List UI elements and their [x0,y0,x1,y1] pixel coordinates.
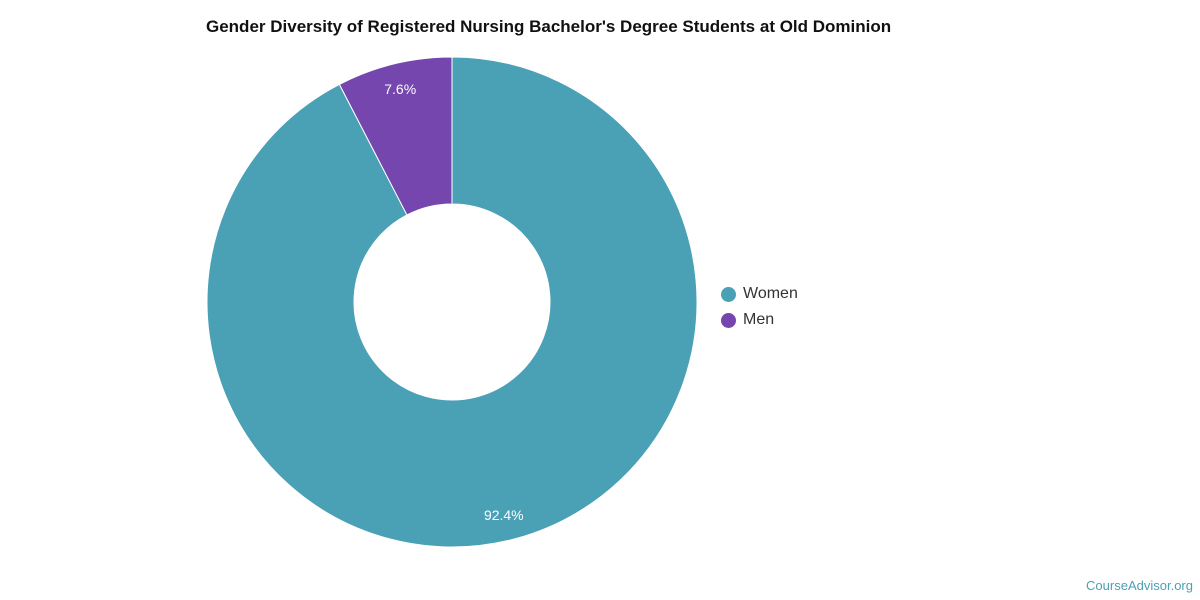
legend-item-women[interactable]: Women [721,281,798,307]
legend: Women Men [721,281,798,333]
credit-link[interactable]: CourseAdvisor.org [1086,578,1193,593]
slice-men[interactable] [338,56,453,216]
data-label-women: 92.4% [484,507,524,523]
legend-label: Men [743,311,775,328]
legend-swatch-men [721,312,736,328]
legend-swatch-women [721,286,736,302]
legend-item-men[interactable]: Men [721,307,798,333]
data-label-men: 7.6% [384,81,416,97]
chart-title: Gender Diversity of Registered Nursing B… [206,17,892,36]
slice-women[interactable] [206,56,698,548]
legend-label: Women [743,285,798,302]
